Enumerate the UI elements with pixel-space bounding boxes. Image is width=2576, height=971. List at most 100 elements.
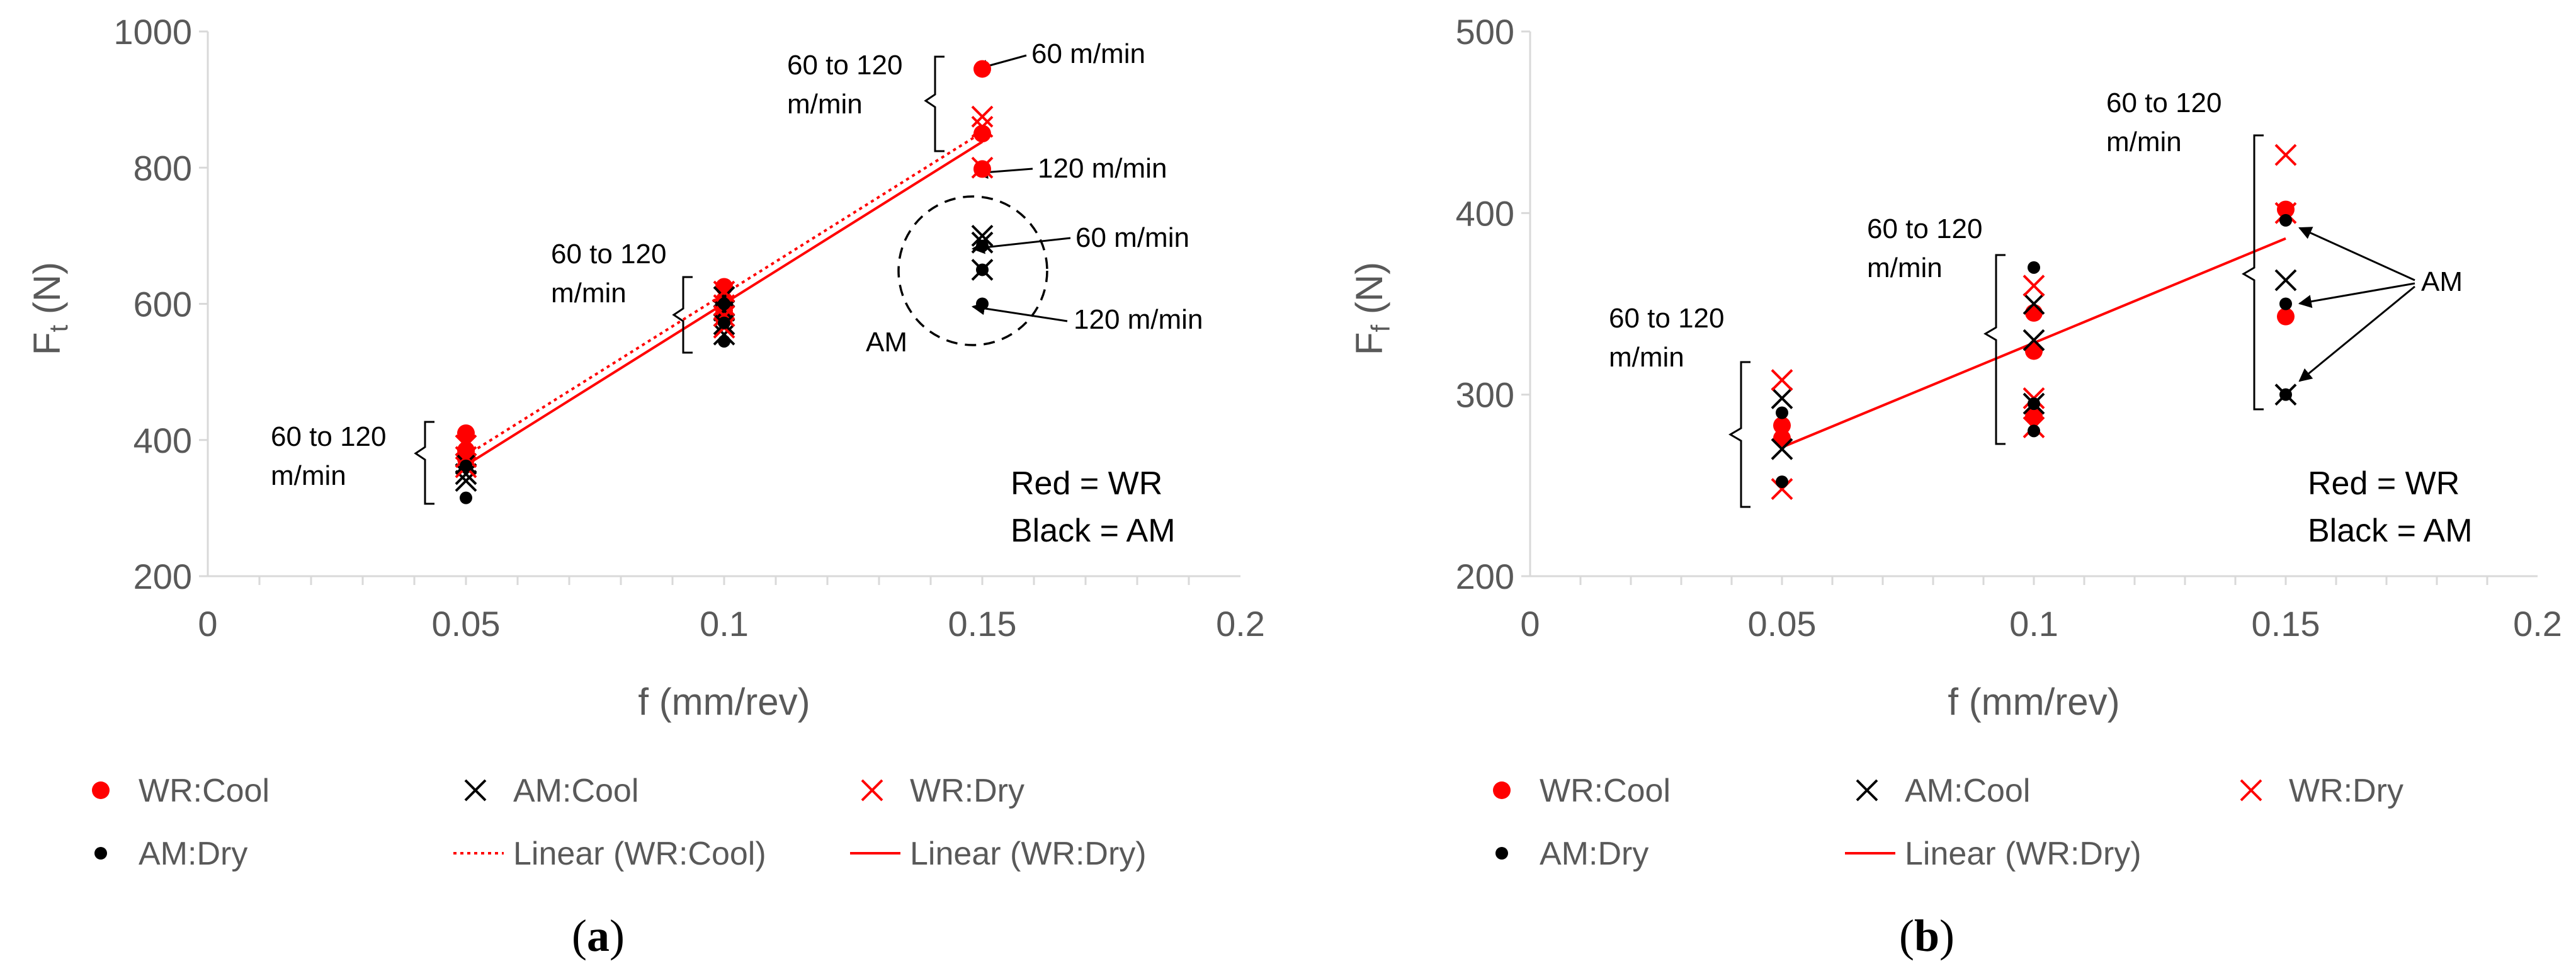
data-point <box>1771 478 1793 501</box>
legend-marker <box>94 847 107 860</box>
data-point <box>2274 202 2297 224</box>
data-point <box>460 491 472 504</box>
y-title-sub: f <box>1366 324 1395 332</box>
data-point <box>971 115 994 138</box>
bracket-feed-005 <box>1728 361 1750 508</box>
y-tick-label: 200 <box>133 557 192 596</box>
legend-label: Linear (WR:Cool) <box>513 836 766 872</box>
x-tick-label: 0.2 <box>1216 604 1265 644</box>
x-tick-label: 0 <box>198 604 217 644</box>
data-point <box>971 105 994 128</box>
legend-label: WR:Dry <box>2289 773 2403 809</box>
range-label-line2: m/min <box>787 89 863 120</box>
x-tick-label: 0.1 <box>2009 604 2058 644</box>
x-tick-label: 0.15 <box>2252 604 2320 644</box>
range-label-line1: 60 to 120 <box>787 50 903 81</box>
range-label-line2: m/min <box>1867 253 1943 283</box>
y-axis-title: Ff (N) <box>1348 262 1395 355</box>
range-label-line1: 60 to 120 <box>1609 303 1725 334</box>
data-point <box>1771 369 1793 392</box>
trendline <box>465 131 984 457</box>
data-point <box>1773 429 1791 447</box>
range-label-line1: 60 to 120 <box>551 239 667 270</box>
x-axis-title: f (mm/rev) <box>638 681 810 723</box>
caption-open: ( <box>572 911 587 961</box>
legend-label: Linear (WR:Dry) <box>1905 836 2142 872</box>
y-tick-label: 300 <box>1456 375 1514 415</box>
data-point <box>2274 144 2297 166</box>
data-point <box>2028 261 2040 274</box>
data-point <box>457 424 475 442</box>
data-point <box>460 459 472 472</box>
bracket-feed-010 <box>672 276 693 354</box>
data-point <box>713 323 735 346</box>
am-cluster-circle <box>897 195 1048 346</box>
y-tick-label: 600 <box>133 285 192 324</box>
legend-marker <box>2240 779 2262 802</box>
data-point <box>2023 329 2045 351</box>
data-point <box>1771 387 1793 409</box>
data-point <box>2279 297 2292 310</box>
am-label: AM <box>2421 266 2463 297</box>
legend-label: AM:Cool <box>513 773 638 809</box>
range-label-line2: m/min <box>1609 342 1684 373</box>
caption-close: ) <box>1939 911 1955 961</box>
y-title-unit: (N) <box>1348 262 1390 325</box>
legend-marker <box>1856 779 1878 802</box>
note-red: Red = WR <box>1011 465 1162 502</box>
data-point <box>2025 304 2043 322</box>
data-point <box>2279 388 2292 401</box>
caption-open: ( <box>1899 911 1914 961</box>
data-point <box>1776 475 1788 489</box>
y-axis-title: Ft (N) <box>26 262 73 355</box>
data-point <box>2274 269 2297 292</box>
range-label-line2: m/min <box>271 460 346 491</box>
x-tick-label: 0 <box>1520 604 1540 644</box>
data-point <box>973 60 991 78</box>
data-point <box>1773 416 1791 434</box>
speed-60-label: 60 m/min <box>1075 222 1189 253</box>
legend-label: AM:Dry <box>1540 836 1648 872</box>
caption-close: ) <box>610 911 625 961</box>
x-tick-label: 0.05 <box>1748 604 1817 644</box>
x-tick-label: 0.1 <box>700 604 749 644</box>
data-point <box>2028 424 2040 438</box>
note-black: Black = AM <box>2308 513 2473 549</box>
bracket-feed-015 <box>2242 134 2264 411</box>
legend-label: AM:Dry <box>139 836 247 872</box>
legend-label: WR:Cool <box>139 773 270 809</box>
legend-label: AM:Cool <box>1905 773 2030 809</box>
y-title-main: F <box>26 332 68 355</box>
y-title-unit: (N) <box>26 262 68 325</box>
range-label-line1: 60 to 120 <box>2106 88 2222 118</box>
speed-120-label: 120 m/min <box>1074 304 1203 335</box>
data-point <box>1776 406 1788 419</box>
chart-b: 0 0.05 0.1 0.15 0.2 200 300 400 500 60 to 120 m… <box>1348 12 2562 961</box>
y-title-sub: t <box>43 324 73 332</box>
data-point <box>2279 213 2292 227</box>
y-tick-label: 1000 <box>113 12 192 52</box>
speed-120-label: 120 m/min <box>1038 153 1167 184</box>
y-tick-label: 500 <box>1456 12 1514 52</box>
y-title-main: F <box>1348 332 1390 355</box>
arrow-120-am <box>971 302 1068 322</box>
data-point <box>455 434 477 457</box>
bracket-feed-005 <box>414 421 434 505</box>
y-tick-label: 200 <box>1456 557 1514 596</box>
x-tick-label: 0.2 <box>2513 604 2562 644</box>
data-point <box>2023 293 2045 315</box>
chart-a: 0 0.05 0.1 0.15 0.2 200 400 600 800 1000 60 to 1… <box>26 12 1265 961</box>
legend-label: WR:Dry <box>910 773 1024 809</box>
data-point <box>455 446 477 468</box>
x-axis-title: f (mm/rev) <box>1948 681 2119 723</box>
x-tick-label: 0.15 <box>948 604 1017 644</box>
note-red: Red = WR <box>2308 465 2460 502</box>
data-point <box>718 316 730 329</box>
range-label-line1: 60 to 120 <box>271 421 387 452</box>
legend-marker <box>861 779 883 802</box>
legend: WR:Cool AM:Cool WR:Dry AM:Dry Linear (WR:Coo… <box>92 773 1147 872</box>
caption-letter: a <box>587 911 610 961</box>
range-label-line1: 60 to 120 <box>1867 213 1983 244</box>
am-arrow <box>2298 285 2415 382</box>
